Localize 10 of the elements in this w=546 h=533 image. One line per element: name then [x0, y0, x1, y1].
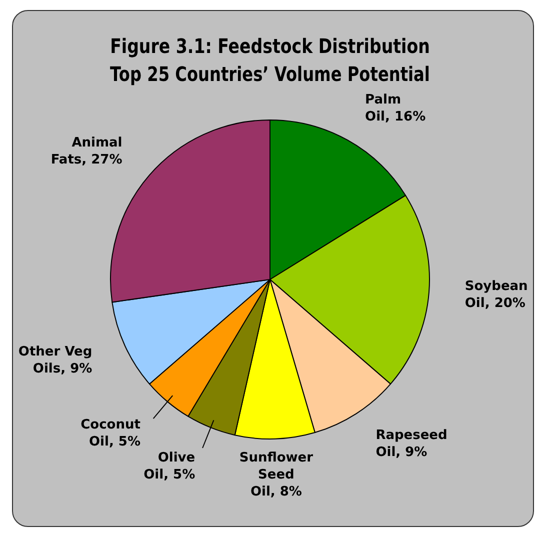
slice-label: Other Veg Oils, 9%: [18, 344, 92, 377]
slice-label: Palm Oil, 16%: [365, 92, 426, 125]
slice-label: Rapeseed Oil, 9%: [376, 428, 448, 460]
slice-label: Animal Fats, 27%: [50, 135, 122, 168]
slice-label: Coconut Oil, 5%: [80, 418, 140, 450]
slice-label: Olive Oil, 5%: [144, 450, 196, 482]
chart-title: Figure 3.1: Feedstock Distribution: [110, 36, 430, 59]
slice-label: Sunflower Seed Oil, 8%: [239, 450, 314, 500]
slice-label: Soybean Oil, 20%: [464, 278, 528, 311]
chart-subtitle: Top 25 Countries’ Volume Potential: [110, 64, 430, 87]
